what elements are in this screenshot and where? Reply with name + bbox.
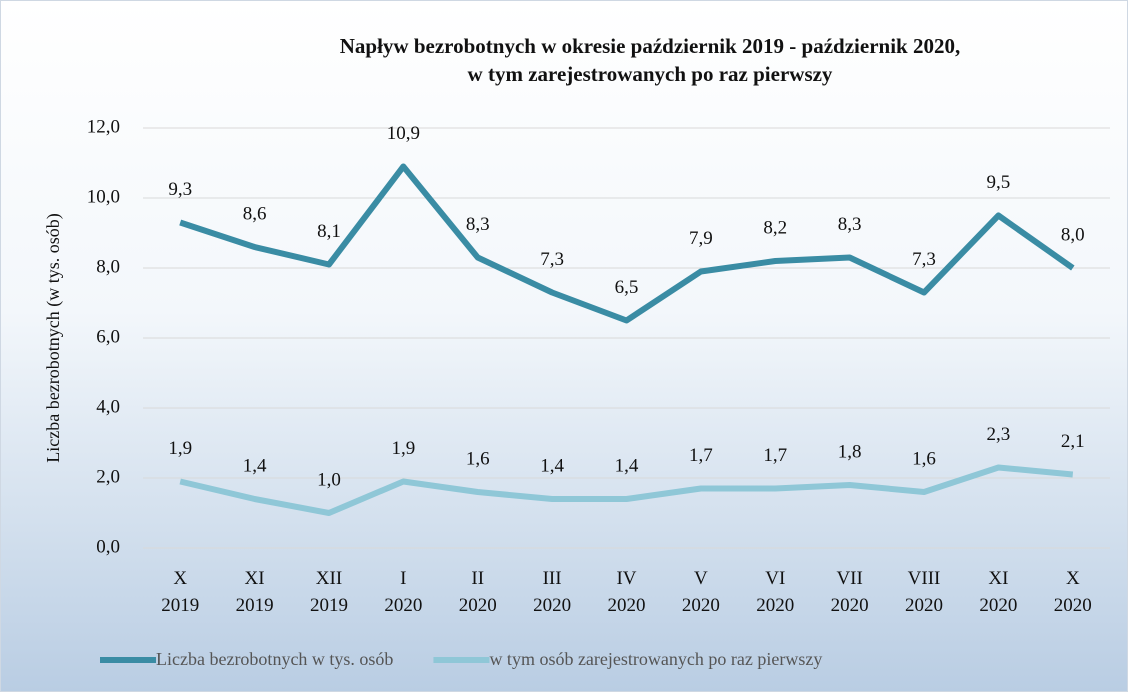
x-tick-label: IV 2020 bbox=[608, 568, 646, 616]
x-tick-label: XI 2020 bbox=[979, 568, 1017, 616]
data-label: 8,0 bbox=[1061, 224, 1085, 245]
data-label: 9,5 bbox=[987, 172, 1011, 193]
y-tick-label: 0,0 bbox=[96, 536, 120, 557]
data-label: 1,9 bbox=[391, 438, 415, 459]
x-tick-label: VII 2020 bbox=[831, 568, 869, 616]
data-label: 1,9 bbox=[168, 438, 192, 459]
series-line bbox=[179, 464, 1074, 516]
data-label: 7,3 bbox=[912, 249, 936, 270]
y-tick-label: 12,0 bbox=[87, 116, 120, 137]
data-label: 7,9 bbox=[689, 228, 713, 249]
y-tick-label: 2,0 bbox=[96, 466, 120, 487]
chart-title: Napływ bezrobotnych w okresie październi… bbox=[340, 34, 960, 86]
y-axis-label: Liczba bezrobotnych (w tys. osób) bbox=[43, 213, 64, 462]
x-tick-label: X 2020 bbox=[1054, 568, 1092, 616]
data-label: 7,3 bbox=[540, 249, 564, 270]
y-tick-label: 4,0 bbox=[96, 396, 120, 417]
x-tick-label: XI 2019 bbox=[236, 568, 274, 616]
data-label: 6,5 bbox=[615, 277, 639, 298]
x-tick-label: I 2020 bbox=[384, 568, 422, 616]
data-label: 8,2 bbox=[763, 217, 787, 238]
x-tick-label: V 2020 bbox=[682, 568, 720, 616]
data-label: 1,0 bbox=[317, 469, 341, 490]
legend-label: w tym osób zarejestrowanych po raz pierw… bbox=[489, 649, 822, 669]
x-tick-label: X 2019 bbox=[161, 568, 199, 616]
data-label: 8,3 bbox=[838, 214, 862, 235]
x-tick-label: VIII 2020 bbox=[905, 568, 943, 616]
y-tick-label: 8,0 bbox=[96, 256, 120, 277]
data-label: 1,4 bbox=[540, 455, 564, 476]
data-label: 8,6 bbox=[243, 203, 267, 224]
data-label: 8,1 bbox=[317, 221, 341, 242]
x-tick-label: II 2020 bbox=[459, 568, 497, 616]
data-label: 1,8 bbox=[838, 441, 862, 462]
data-label: 10,9 bbox=[387, 123, 420, 144]
data-label: 9,3 bbox=[168, 179, 192, 200]
x-tick-label: XII 2019 bbox=[310, 568, 348, 616]
data-label: 1,7 bbox=[763, 445, 787, 466]
data-label: 1,4 bbox=[615, 455, 639, 476]
y-tick-label: 6,0 bbox=[96, 326, 120, 347]
data-label: 1,4 bbox=[243, 455, 267, 476]
data-label: 1,6 bbox=[466, 448, 490, 469]
data-label: 1,7 bbox=[689, 445, 713, 466]
data-label: 2,1 bbox=[1061, 431, 1085, 452]
data-label: 8,3 bbox=[466, 214, 490, 235]
legend-label: Liczba bezrobotnych w tys. osób bbox=[156, 649, 393, 669]
data-label: 2,3 bbox=[987, 424, 1011, 445]
x-tick-label: VI 2020 bbox=[756, 568, 794, 616]
y-tick-label: 10,0 bbox=[87, 186, 120, 207]
x-tick-label: III 2020 bbox=[533, 568, 571, 616]
series-line bbox=[179, 163, 1075, 324]
data-label: 1,6 bbox=[912, 448, 936, 469]
